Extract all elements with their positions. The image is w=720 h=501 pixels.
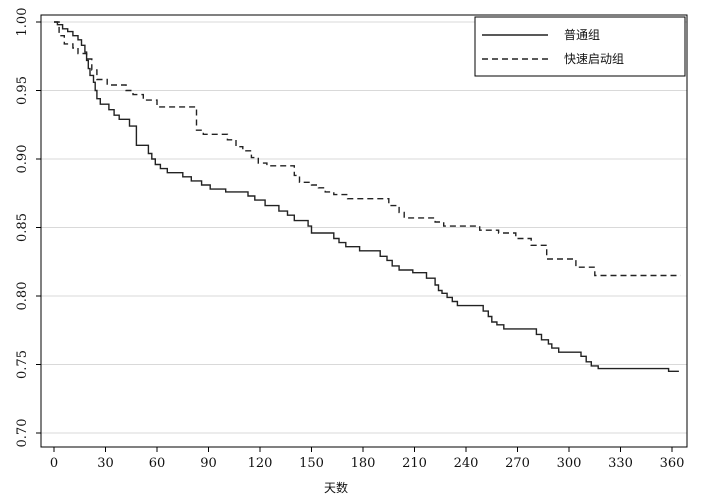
x-tick-label: 150: [299, 456, 324, 471]
x-tick-label: 30: [97, 456, 114, 471]
legend: 普通组 快速启动组: [474, 16, 686, 77]
series-normal-group-line: [54, 21, 679, 372]
plot-frame: [40, 14, 688, 448]
y-tick-label: 0.75: [15, 350, 30, 379]
y-tick-label: 0.70: [15, 419, 30, 448]
x-tick-label: 0: [50, 456, 58, 471]
x-axis-title: 天数: [324, 480, 348, 495]
y-tick-label: 0.90: [15, 145, 30, 174]
legend-label-fast-start-group: 快速启动组: [564, 52, 624, 66]
legend-box: [474, 16, 686, 77]
x-tick-label: 90: [200, 456, 217, 471]
x-tick-label: 240: [454, 456, 479, 471]
x-tick-label: 300: [557, 456, 582, 471]
x-tick-label: 120: [248, 456, 273, 471]
x-tick-label: 60: [149, 456, 166, 471]
y-tick-label: 1.00: [15, 8, 30, 37]
legend-label-normal-group: 普通组: [564, 28, 600, 42]
x-tick-label: 330: [608, 456, 633, 471]
x-tick-label: 180: [351, 456, 376, 471]
y-tick-label: 0.85: [15, 213, 30, 242]
y-axis: 0.70 0.75 0.80 0.85 0.90 0.95 1.00: [15, 8, 41, 448]
x-axis: 0 30 60 90 120 150 180 210 240 270 300 330 360: [50, 447, 685, 471]
series-fast-start-group-line: [54, 21, 681, 277]
x-tick-label: 210: [402, 456, 427, 471]
y-tick-label: 0.80: [15, 282, 30, 311]
x-tick-label: 360: [660, 456, 685, 471]
x-tick-label: 270: [505, 456, 530, 471]
grid-lines: [41, 21, 687, 434]
series-layer: [54, 21, 681, 372]
y-tick-label: 0.95: [15, 76, 30, 105]
